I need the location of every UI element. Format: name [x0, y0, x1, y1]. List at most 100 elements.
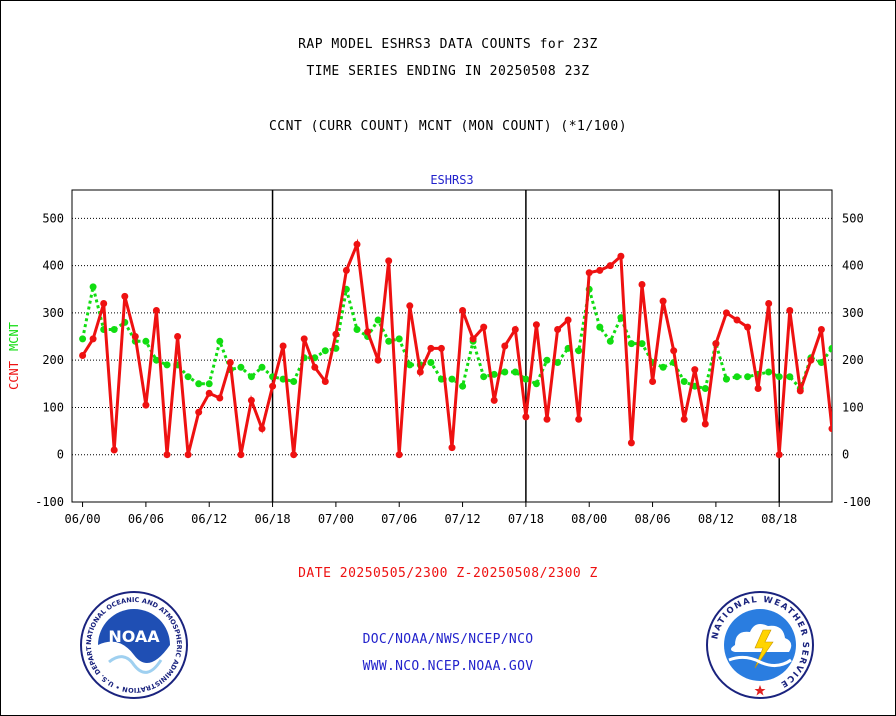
data-point-ccnt [596, 266, 604, 274]
data-point-mcnt [374, 316, 382, 324]
data-point-mcnt [596, 323, 604, 331]
data-point-mcnt [480, 373, 488, 381]
data-point-mcnt [395, 335, 403, 343]
y-tick-label-left: 300 [42, 306, 64, 320]
data-point-mcnt [110, 326, 118, 333]
data-point-mcnt [258, 363, 266, 371]
data-point-ccnt [364, 328, 372, 336]
data-point-ccnt [606, 262, 614, 270]
y-axis-label-mcnt: MCNT [7, 322, 21, 351]
data-point-ccnt [480, 323, 488, 331]
date-range-label: DATE 20250505/2300 Z-20250508/2300 Z [298, 566, 598, 581]
data-point-mcnt [427, 359, 435, 366]
y-axis-label-ccnt: CCNT [7, 361, 21, 390]
data-point-mcnt [163, 361, 171, 369]
data-point-mcnt [79, 335, 87, 343]
data-point-mcnt [184, 373, 192, 381]
data-point-mcnt [247, 373, 255, 381]
data-point-mcnt [617, 314, 625, 322]
chart-title-line-1: RAP MODEL ESHRS3 DATA COUNTS for 23Z [298, 37, 598, 52]
data-point-mcnt [142, 337, 150, 345]
data-point-ccnt [701, 420, 709, 428]
noaa-wave-icon [108, 655, 163, 674]
data-point-ccnt [79, 352, 87, 359]
x-tick-label: 07/00 [318, 512, 354, 526]
data-point-ccnt [205, 389, 213, 397]
y-axis-label: CCNT MCNT [7, 322, 21, 390]
x-tick-label: 08/00 [571, 512, 607, 526]
data-point-mcnt [205, 380, 213, 388]
data-point-ccnt [754, 385, 762, 392]
data-point-ccnt [817, 326, 825, 333]
data-point-ccnt [152, 307, 160, 314]
data-point-mcnt [490, 370, 498, 378]
series-line-mcnt [81, 286, 832, 392]
data-point-mcnt [501, 368, 509, 376]
x-tick-label: 06/12 [191, 512, 227, 526]
data-point-mcnt [385, 337, 393, 345]
x-tick-label: 06/18 [254, 512, 290, 526]
data-point-mcnt [659, 363, 667, 371]
data-point-mcnt [828, 344, 832, 352]
data-point-mcnt [511, 368, 519, 376]
data-point-ccnt [585, 269, 593, 277]
data-point-ccnt [353, 240, 361, 248]
data-point-ccnt [100, 300, 108, 307]
y-tick-label-left: 500 [42, 211, 64, 225]
data-point-ccnt [733, 316, 741, 324]
data-point-ccnt [564, 316, 572, 324]
data-point-ccnt [110, 446, 118, 454]
data-point-mcnt [765, 368, 773, 376]
data-point-ccnt [796, 387, 804, 395]
data-point-ccnt [659, 297, 667, 305]
data-point-ccnt [807, 356, 815, 364]
x-tick-label: 07/18 [508, 512, 544, 526]
data-point-ccnt [828, 425, 832, 433]
data-point-ccnt [712, 340, 720, 348]
data-point-mcnt [722, 375, 730, 383]
x-tick-label: 08/12 [698, 512, 734, 526]
data-point-mcnt [406, 361, 414, 369]
data-point-ccnt [216, 394, 224, 402]
y-tick-label-right: 400 [842, 259, 864, 273]
x-tick-label: 07/12 [444, 512, 480, 526]
data-point-ccnt [511, 326, 519, 333]
data-point-ccnt [416, 368, 424, 376]
x-tick-label: 07/06 [381, 512, 417, 526]
y-tick-label-right: 100 [842, 400, 864, 414]
nws-logo: NATIONAL WEATHER SERVICE [706, 591, 814, 699]
data-point-ccnt [321, 378, 329, 385]
data-point-mcnt [216, 337, 224, 345]
data-point-ccnt [342, 266, 350, 274]
y-tick-label-right: 0 [842, 448, 849, 462]
data-point-ccnt [459, 307, 467, 314]
data-point-ccnt [184, 451, 192, 459]
data-point-mcnt [817, 359, 825, 366]
data-point-ccnt [269, 382, 277, 390]
nws-lightning-icon [754, 629, 774, 669]
data-point-mcnt [733, 373, 741, 381]
data-point-ccnt [522, 413, 530, 421]
data-point-ccnt [490, 396, 498, 404]
data-point-mcnt [554, 359, 562, 366]
data-point-ccnt [395, 451, 403, 459]
data-point-ccnt [680, 415, 688, 423]
data-point-ccnt [385, 257, 393, 265]
data-point-mcnt [775, 373, 783, 381]
footer-url-line: WWW.NCO.NCEP.NOAA.GOV [362, 659, 534, 674]
data-point-ccnt [406, 302, 414, 310]
data-point-ccnt [279, 342, 287, 350]
y-tick-label-left: 0 [57, 448, 64, 462]
data-point-mcnt [543, 356, 551, 364]
x-tick-label: 08/06 [634, 512, 670, 526]
data-point-mcnt [195, 380, 203, 388]
data-point-mcnt [532, 380, 540, 388]
nws-star-icon [754, 685, 766, 696]
data-point-mcnt [680, 378, 688, 385]
data-point-mcnt [89, 283, 97, 291]
data-point-ccnt [374, 356, 382, 364]
data-point-ccnt [174, 333, 182, 340]
data-point-ccnt [722, 309, 730, 317]
data-point-ccnt [575, 415, 583, 423]
